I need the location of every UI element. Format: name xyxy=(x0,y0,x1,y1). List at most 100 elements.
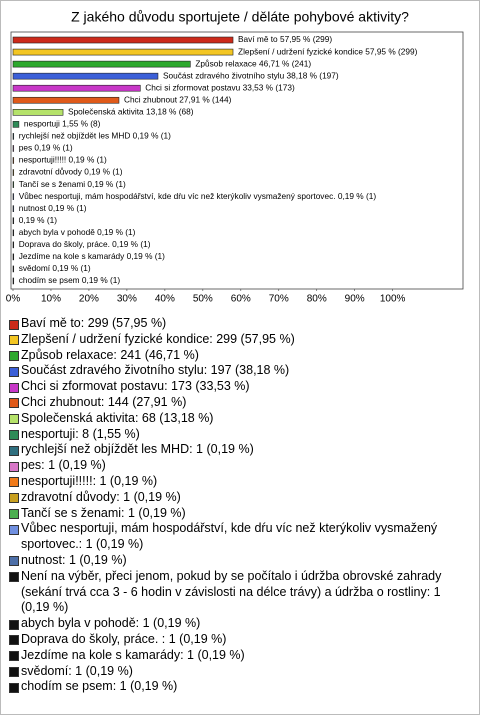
bar xyxy=(12,217,15,225)
legend-item: Tančí se s ženami: 1 (0,19 %) xyxy=(9,506,471,522)
legend-item: nesportuji: 8 (1,55 %) xyxy=(9,427,471,443)
chart-title: Z jakého důvodu sportujete / děláte pohy… xyxy=(71,9,409,25)
bar xyxy=(12,205,15,212)
legend-swatch xyxy=(9,651,19,662)
legend-swatch xyxy=(9,572,19,583)
x-tick-label: 10% xyxy=(41,294,61,305)
legend-swatch xyxy=(9,477,19,488)
legend-swatch xyxy=(9,619,19,630)
legend-swatch xyxy=(9,635,19,646)
bar xyxy=(12,96,120,104)
bar xyxy=(12,60,191,68)
bar xyxy=(12,169,15,176)
legend-label: Chci si zformovat postavu: 173 (33,53 %) xyxy=(21,379,250,394)
legend-label: Společenská aktivita: 68 (13,18 %) xyxy=(21,410,214,425)
legend-label: rychlejší než objíždět les MHD: 1 (0,19 … xyxy=(21,442,254,457)
x-tick-label: 100% xyxy=(380,294,406,305)
legend-swatch xyxy=(9,524,19,535)
legend-label: nesportuji!!!!!: 1 (0,19 %) xyxy=(21,473,158,488)
x-tick-label: 0% xyxy=(6,294,21,305)
bar xyxy=(12,157,15,164)
legend-swatch xyxy=(9,398,19,409)
bar xyxy=(12,181,15,188)
legend-swatch xyxy=(9,414,19,425)
bar-label: Společenská aktivita 13,18 % (68) xyxy=(68,106,194,116)
legend-item: Vůbec nesportuji, mám hospodářství, kde … xyxy=(9,521,471,553)
legend-swatch xyxy=(9,335,19,346)
bar-label: svědomí 0,19 % (1) xyxy=(19,263,91,273)
bar-label: nesportuji!!!!! 0,19 % (1) xyxy=(19,155,107,165)
legend-label: Vůbec nesportuji, mám hospodářství, kde … xyxy=(21,521,438,552)
bar xyxy=(12,265,15,273)
legend-item: nesportuji!!!!!: 1 (0,19 %) xyxy=(9,474,471,490)
bar xyxy=(12,72,159,80)
bar-label: Doprava do školy, práce. 0,19 % (1) xyxy=(19,239,151,249)
bar xyxy=(12,277,15,285)
plot-frame xyxy=(10,31,464,290)
bar xyxy=(12,121,20,128)
legend-swatch xyxy=(9,366,19,377)
legend-swatch xyxy=(9,430,19,441)
legend-label: pes: 1 (0,19 %) xyxy=(21,458,106,473)
x-tick-label: 60% xyxy=(231,294,251,305)
legend-item: rychlejší než objíždět les MHD: 1 (0,19 … xyxy=(9,442,471,458)
bar-label: Tančí se s ženami 0,19 % (1) xyxy=(19,179,126,189)
legend-label: nutnost: 1 (0,19 %) xyxy=(21,552,127,567)
x-tick-label: 70% xyxy=(269,294,289,305)
bar-label: Vůbec nesportuji, mám hospodářství, kde … xyxy=(19,191,377,201)
legend-swatch xyxy=(9,461,19,472)
bar xyxy=(12,36,234,44)
legend-label: chodím se psem: 1 (0,19 %) xyxy=(21,679,178,694)
legend-label: Chci zhubnout: 144 (27,91 %) xyxy=(21,394,187,409)
legend: Baví mě to: 299 (57,95 %) Zlepšení / udrž… xyxy=(9,316,471,695)
legend-label: Baví mě to: 299 (57,95 %) xyxy=(21,316,167,330)
bar xyxy=(12,109,64,116)
legend-item: abych byla v pohodě: 1 (0,19 %) xyxy=(9,616,471,632)
legend-item: chodím se psem: 1 (0,19 %) xyxy=(9,679,471,695)
bar-label: rychlejší než objíždět les MHD 0,19 % (1… xyxy=(19,131,171,141)
legend-item: nutnost: 1 (0,19 %) xyxy=(9,553,471,569)
legend-swatch xyxy=(9,382,19,393)
bar xyxy=(12,84,141,92)
legend-swatch xyxy=(9,351,19,362)
legend-label: Zlepšení / udržení fyzické kondice: 299 … xyxy=(21,331,295,346)
legend-item: svědomí: 1 (0,19 %) xyxy=(9,664,471,680)
bar-label: Způsob relaxace 46,71 % (241) xyxy=(195,58,311,68)
x-tick-label: 90% xyxy=(345,294,365,305)
legend-item: Společenská aktivita: 68 (13,18 %) xyxy=(9,411,471,427)
x-tick-label: 80% xyxy=(307,294,327,305)
legend-label: zdravotní důvody: 1 (0,19 %) xyxy=(21,489,181,504)
legend-label: Není na výběr, přeci jenom, pokud by se … xyxy=(21,568,442,615)
bar-label: chodím se psem 0,19 % (1) xyxy=(19,275,121,285)
legend-label: Způsob relaxace: 241 (46,71 %) xyxy=(21,347,199,362)
bar-label: Součást zdravého životního stylu 38,18 %… xyxy=(163,70,339,80)
bar-label: pes 0,19 % (1) xyxy=(19,143,73,153)
legend-label: nesportuji: 8 (1,55 %) xyxy=(21,426,140,441)
legend-item: Chci si zformovat postavu: 173 (33,53 %) xyxy=(9,379,471,395)
bar xyxy=(12,241,15,249)
bar xyxy=(12,48,234,56)
chart: Z jakého důvodu sportujete / děláte pohy… xyxy=(6,9,464,305)
bar xyxy=(12,253,15,261)
legend-label: Doprava do školy, práce. : 1 (0,19 %) xyxy=(21,631,227,646)
legend-swatch xyxy=(9,445,19,456)
legend-swatch xyxy=(9,493,19,504)
legend-item: Není na výběr, přeci jenom, pokud by se … xyxy=(9,569,471,616)
x-tick-label: 30% xyxy=(117,294,137,305)
x-tick-label: 40% xyxy=(155,294,175,305)
x-tick-label: 20% xyxy=(79,294,99,305)
bar-label: zdravotní důvody 0,19 % (1) xyxy=(19,167,123,177)
bar xyxy=(12,229,15,237)
legend-item: Zlepšení / udržení fyzické kondice: 299 … xyxy=(9,332,471,348)
legend-label: Tančí se s ženami: 1 (0,19 %) xyxy=(21,505,186,520)
bar-label: nesportuji 1,55 % (8) xyxy=(24,119,101,129)
legend-item: zdravotní důvody: 1 (0,19 %) xyxy=(9,490,471,506)
x-tick-label: 50% xyxy=(193,294,213,305)
legend-label: svědomí: 1 (0,19 %) xyxy=(21,663,133,678)
bar-label: nutnost 0,19 % (1) xyxy=(19,203,87,213)
bar-label: Chci zhubnout 27,91 % (144) xyxy=(124,94,232,104)
legend-item: Chci zhubnout: 144 (27,91 %) xyxy=(9,395,471,411)
legend-label: Jezdíme na kole s kamarády: 1 (0,19 %) xyxy=(21,647,245,662)
legend-swatch xyxy=(9,667,19,678)
